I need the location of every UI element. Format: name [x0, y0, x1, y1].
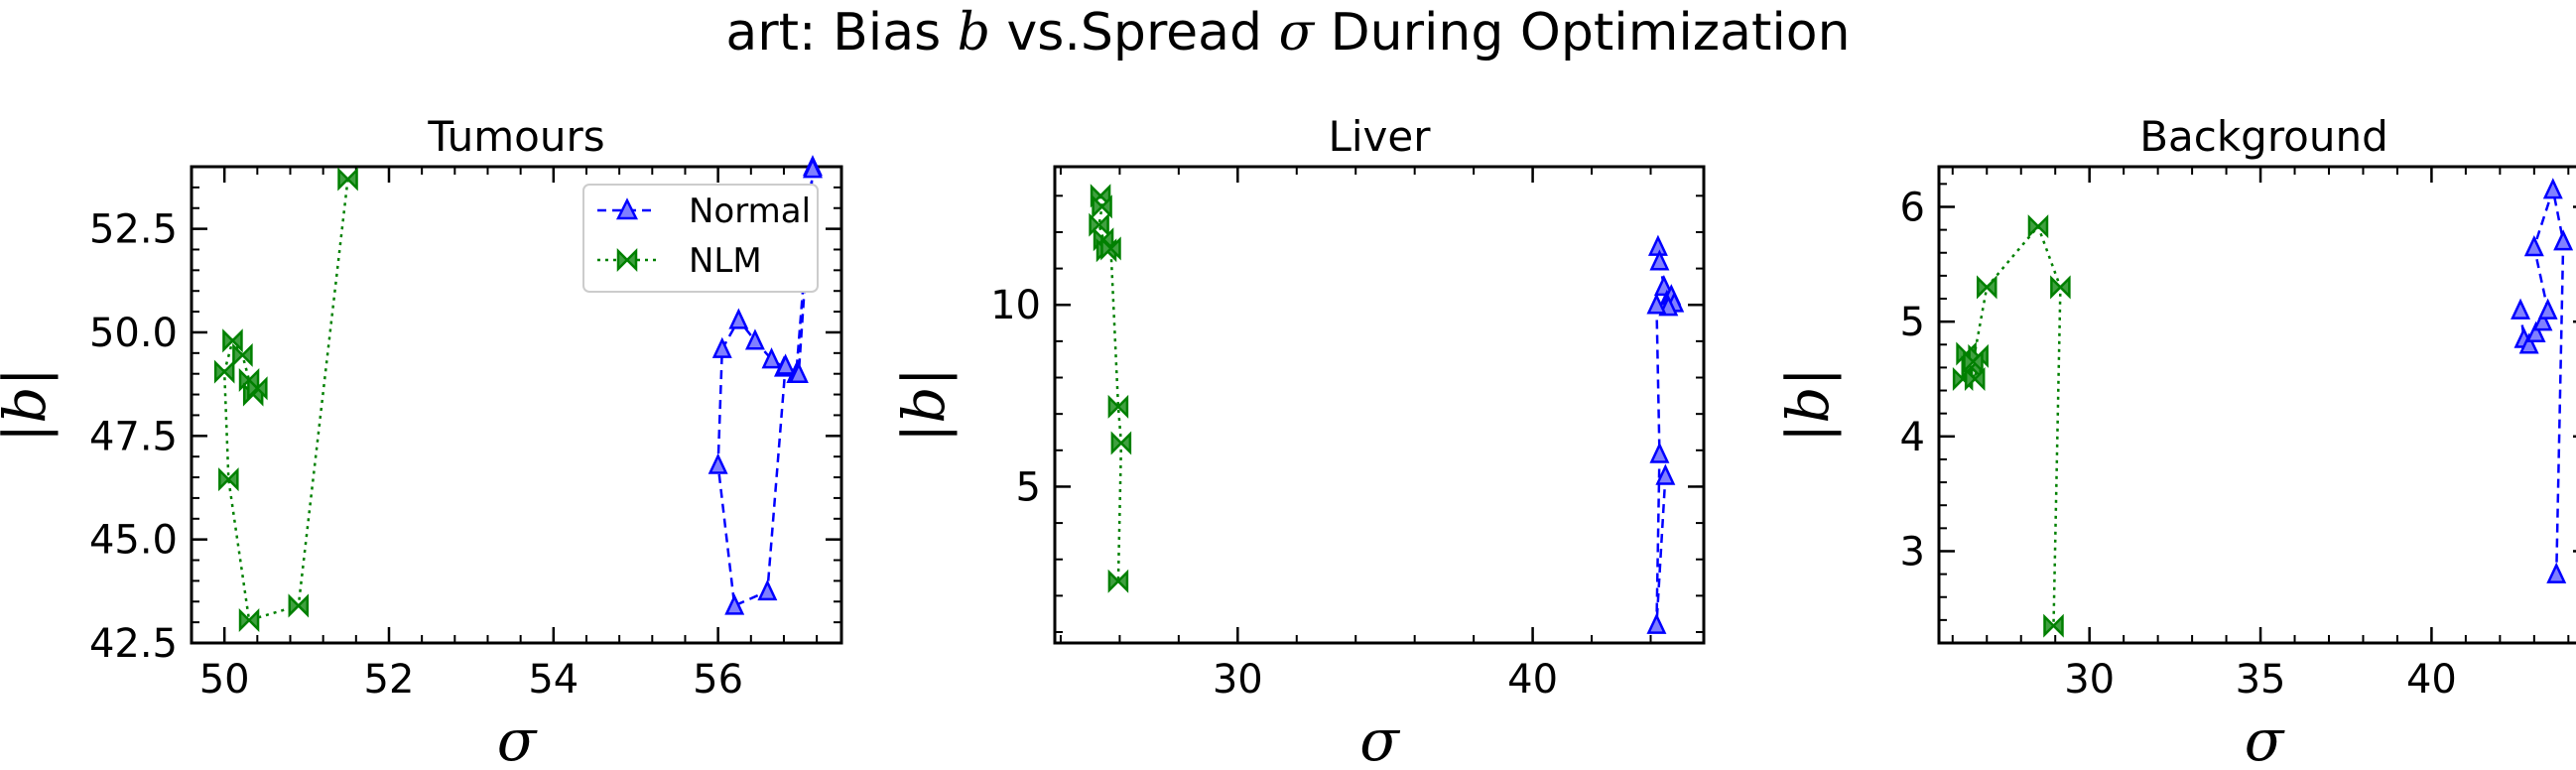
axes-frame	[1053, 165, 1706, 645]
y-tick-label: 10	[990, 283, 1041, 328]
x-tick-label: 40	[2406, 657, 2457, 703]
x-tick-label: 30	[1213, 657, 1263, 703]
subplot-background: 30 35 40 3 4 5 6 Background σ |b|	[1774, 112, 2576, 770]
x-tick-label: 56	[693, 657, 743, 703]
data-point-normal	[2553, 229, 2574, 251]
legend-nlm-marker	[616, 247, 638, 273]
subplot-title: Tumours	[427, 112, 604, 161]
data-point-nlm	[1107, 569, 1129, 593]
data-point-nlm	[1107, 394, 1129, 419]
data-point-nlm	[2043, 613, 2064, 638]
data-point-normal	[788, 361, 809, 383]
data-point-nlm	[288, 593, 310, 618]
data-point-normal	[2523, 235, 2544, 257]
data-point-normal	[757, 578, 778, 601]
y-tick-label: 45.0	[89, 518, 178, 564]
series-line-nlm	[222, 179, 349, 622]
figure-title: art: Bias b vs.Spread σ During Optimizat…	[725, 3, 1850, 63]
data-point-normal	[711, 336, 732, 358]
data-point-normal	[1649, 249, 1670, 271]
subplot-tumours: 50 52 54 56 42.5 45.0 47.5 50.0 52.5 Tumours σ |b|	[0, 112, 843, 770]
data-point-nlm	[1089, 212, 1109, 237]
subplots: 50 52 54 5642.545.047.550.052.5Tumoursσ|b|3…	[0, 112, 2576, 770]
data-point-nlm	[2027, 214, 2049, 239]
x-tick-label: 40	[1507, 657, 1558, 703]
data-point-normal	[1655, 463, 1676, 485]
y-tick-label: 47.5	[89, 414, 178, 459]
x-tick-label: 35	[2236, 657, 2286, 703]
x-axis-label: σ	[2245, 706, 2285, 770]
data-point-nlm	[1963, 349, 1984, 374]
subplot-title: Liver	[1328, 112, 1431, 161]
data-point-nlm	[1110, 431, 1132, 455]
data-point-normal	[708, 452, 728, 474]
data-point-nlm	[1964, 366, 1986, 391]
data-point-normal	[1646, 612, 1667, 634]
x-tick-label: 52	[364, 657, 415, 703]
y-tick-label: 5	[1016, 464, 1041, 510]
data-point-normal	[1646, 293, 1667, 315]
y-axis-label: |b|	[890, 367, 958, 443]
data-point-normal	[2546, 562, 2567, 583]
y-tick-label: 50.0	[89, 311, 178, 356]
data-point-nlm	[2050, 275, 2071, 300]
data-point-nlm	[238, 608, 260, 633]
data-point-nlm	[1090, 184, 1111, 208]
data-point-nlm	[222, 328, 243, 353]
y-axis-label: |b|	[0, 367, 59, 443]
data-point-normal	[2511, 298, 2531, 320]
axes-frame	[1937, 165, 2576, 645]
x-tick-label: 30	[2064, 657, 2115, 703]
data-point-nlm	[1977, 275, 1997, 300]
x-tick-label: 50	[199, 657, 250, 703]
y-tick-label: 3	[1900, 529, 1925, 575]
subplot-title: Background	[2139, 112, 2388, 161]
data-point-normal	[761, 347, 782, 369]
y-tick-label: 42.5	[89, 621, 178, 667]
data-point-nlm	[337, 167, 358, 192]
data-point-nlm	[247, 376, 268, 401]
data-point-normal	[1649, 442, 1670, 463]
data-point-normal	[728, 308, 749, 329]
y-tick-label: 52.5	[89, 207, 178, 253]
legend: Normal NLM	[582, 184, 819, 293]
y-tick-label: 5	[1900, 300, 1925, 345]
data-point-normal	[775, 353, 796, 375]
data-point-nlm	[218, 467, 239, 492]
data-point-nlm	[1092, 194, 1112, 219]
y-tick-label: 4	[1900, 415, 1925, 460]
x-axis-label: σ	[1359, 706, 1400, 770]
data-point-normal	[1653, 274, 1674, 297]
y-tick-label: 6	[1900, 185, 1925, 230]
data-point-normal	[1647, 234, 1668, 256]
data-point-nlm	[1100, 236, 1121, 261]
legend-normal-marker	[615, 197, 639, 220]
data-point-normal	[2537, 298, 2558, 320]
x-axis-label: σ	[497, 706, 538, 770]
data-point-normal	[2542, 178, 2563, 199]
data-point-normal	[803, 157, 823, 179]
data-point-normal	[2518, 332, 2539, 354]
y-axis-label: |b|	[1774, 367, 1842, 443]
data-point-nlm	[232, 342, 253, 367]
subplot-liver: 30 40 5 10 Liver σ |b|	[890, 112, 1706, 770]
axes-frame	[190, 165, 843, 645]
data-point-normal	[2532, 310, 2553, 331]
data-point-normal	[744, 328, 765, 350]
data-point-normal	[2525, 321, 2546, 342]
legend-nlm-label: NLM	[689, 241, 762, 281]
data-point-normal	[724, 593, 745, 615]
legend-normal-label: Normal	[689, 192, 811, 231]
x-tick-label: 54	[528, 657, 579, 703]
